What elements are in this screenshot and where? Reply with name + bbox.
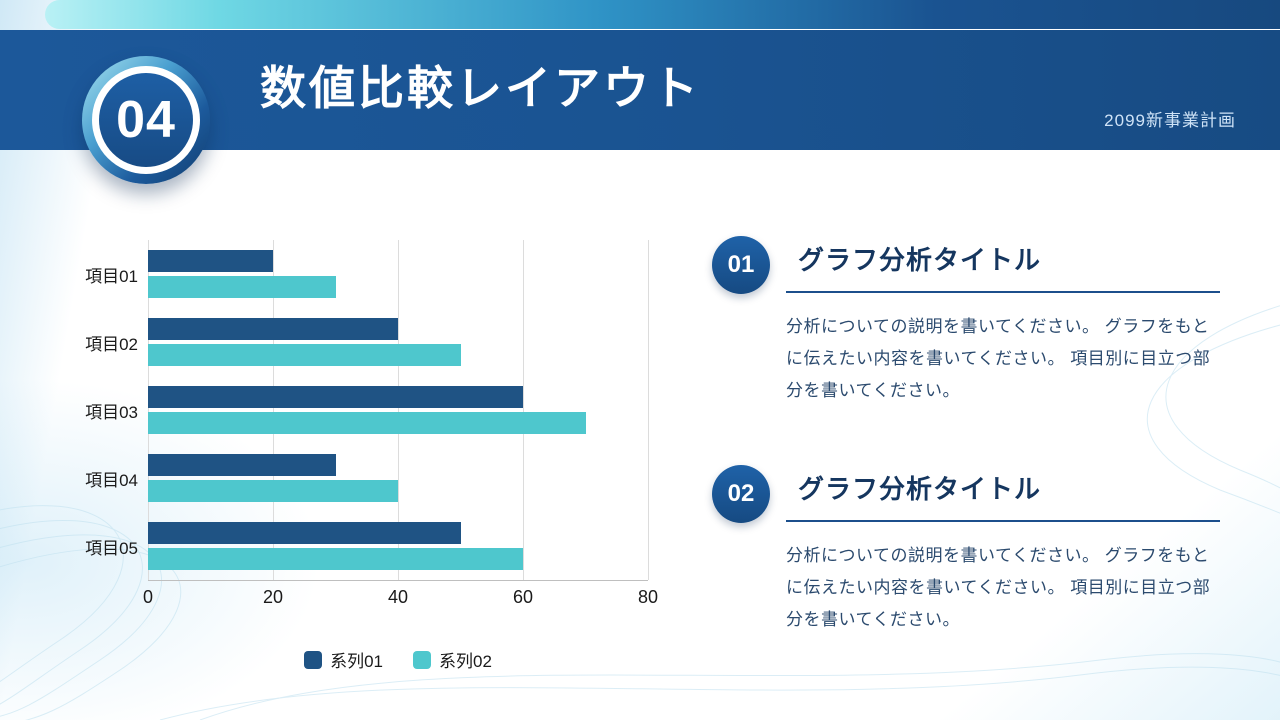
bar-系列01 [148, 250, 273, 272]
analysis-number-badge: 02 [712, 465, 770, 523]
x-tick-label: 40 [387, 587, 409, 607]
category-label: 項目02 [85, 334, 138, 354]
gridline [398, 240, 399, 580]
slide-subtitle: 2099新事業計画 [1104, 111, 1236, 130]
bar-系列01 [148, 522, 461, 544]
category-label: 項目04 [85, 470, 138, 490]
x-tick-label: 60 [512, 587, 534, 607]
y-axis-labels: 項目01 項目02 項目03 項目04 項目05 [80, 240, 148, 581]
gridline [648, 240, 649, 580]
top-gradient-strip [45, 0, 1280, 29]
header-band [0, 30, 1280, 150]
category-label: 項目03 [85, 402, 138, 422]
section-number-badge: 04 [82, 56, 210, 184]
slide-title: 数値比較レイアウト [260, 62, 701, 114]
bar-系列02 [148, 276, 336, 298]
gridline [523, 240, 524, 580]
gridline [273, 240, 274, 580]
legend-swatch [413, 650, 431, 669]
x-tick-label: 80 [637, 587, 659, 607]
x-tick-label: 0 [142, 587, 154, 607]
analysis-title: グラフ分析タイトル [798, 245, 1042, 275]
bar-group [148, 240, 648, 308]
analysis-section-02: 02 グラフ分析タイトル 分析についての説明を書いてください。 グラフをもとに伝… [712, 465, 1220, 636]
bar-系列01 [148, 454, 336, 476]
bar-group [148, 444, 648, 512]
plot-area [148, 240, 649, 581]
bar-系列02 [148, 344, 461, 366]
badge-white-ring: 04 [92, 66, 200, 174]
title-underline [786, 291, 1220, 293]
badge-number: 04 [99, 73, 193, 167]
bar-group [148, 376, 648, 444]
gridline [148, 240, 149, 580]
bar-系列02 [148, 480, 398, 502]
analysis-body: 分析についての説明を書いてください。 グラフをもとに伝えたい内容を書いてください… [786, 317, 1211, 400]
category-label: 項目05 [85, 538, 138, 558]
chart-plot-area: 項目01 項目02 項目03 項目04 項目05 [80, 240, 655, 581]
legend-swatch [304, 650, 323, 669]
x-axis: 0 20 40 60 80 [143, 587, 658, 613]
legend-label: 系列02 [439, 652, 492, 671]
legend-item: 系列02 [413, 647, 492, 672]
legend-label: 系列01 [330, 652, 383, 671]
bar-chart: 項目01 項目02 項目03 項目04 項目05 0 20 40 60 80 系列01 系列02 [80, 240, 658, 672]
analysis-title: グラフ分析タイトル [798, 474, 1042, 504]
analysis-section-01: 01 グラフ分析タイトル 分析についての説明を書いてください。 グラフをもとに伝… [712, 236, 1220, 407]
analysis-sections: 01 グラフ分析タイトル 分析についての説明を書いてください。 グラフをもとに伝… [712, 236, 1220, 636]
legend-item: 系列01 [304, 647, 383, 672]
chart-legend: 系列01 系列02 [148, 647, 648, 672]
bar-系列02 [148, 548, 523, 570]
bar-系列01 [148, 386, 523, 408]
bar-group [148, 308, 648, 376]
category-label: 項目01 [85, 266, 138, 286]
bar-group [148, 512, 648, 580]
bar-系列01 [148, 318, 398, 340]
bar-系列02 [148, 412, 586, 434]
x-tick-label: 20 [262, 587, 284, 607]
analysis-content: グラフ分析タイトル 分析についての説明を書いてください。 グラフをもとに伝えたい… [786, 465, 1220, 636]
analysis-number-badge: 01 [712, 236, 770, 294]
analysis-content: グラフ分析タイトル 分析についての説明を書いてください。 グラフをもとに伝えたい… [786, 236, 1220, 407]
title-underline [786, 520, 1220, 522]
analysis-body: 分析についての説明を書いてください。 グラフをもとに伝えたい内容を書いてください… [786, 546, 1211, 629]
